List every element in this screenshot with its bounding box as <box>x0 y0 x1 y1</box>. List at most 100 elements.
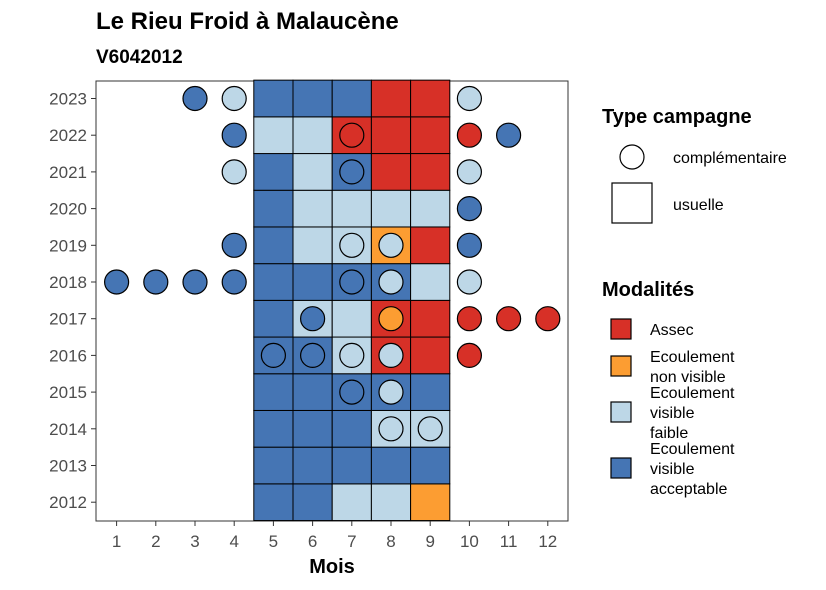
tile-2018-9 <box>410 263 451 301</box>
legend-title-modality: Modalités <box>602 279 694 301</box>
legend-key-assec <box>610 318 632 340</box>
tile-2014-5 <box>253 409 294 448</box>
tile-2013-6 <box>292 446 333 485</box>
x-axis-title: Mois <box>309 556 355 578</box>
tile-2017-7 <box>331 299 372 338</box>
point-2017-6 <box>300 306 326 332</box>
tile-2013-5 <box>253 446 294 485</box>
y-tick-label: 2023 <box>49 90 87 109</box>
point-2019-10 <box>456 232 482 258</box>
legend-label-complementaire: complémentaire <box>673 150 787 167</box>
tile-2023-9 <box>410 79 451 118</box>
tile-2015-5 <box>253 373 294 411</box>
legend-label-nonvisible: Ecoulement non visible <box>650 349 735 386</box>
x-tick-label: 5 <box>269 532 278 551</box>
x-tick-label: 8 <box>386 532 395 551</box>
y-tick-label: 2022 <box>49 126 87 145</box>
tile-2022-9 <box>410 116 451 155</box>
y-tick-label: 2018 <box>49 273 87 292</box>
tile-2021-6 <box>292 153 333 191</box>
point-2023-10 <box>456 85 482 112</box>
tile-2014-7 <box>331 409 372 448</box>
point-2022-11 <box>496 122 522 148</box>
y-tick-label: 2021 <box>49 163 87 182</box>
point-2017-8 <box>378 306 404 332</box>
legend-title-campaign: Type campagne <box>602 106 752 128</box>
tile-2015-9 <box>410 373 451 411</box>
point-2017-11 <box>496 306 522 332</box>
tile-2023-8 <box>370 79 412 118</box>
tile-2023-5 <box>253 79 294 118</box>
legend-label-faible: Ecoulement visible faible <box>650 385 735 442</box>
y-tick-label: 2016 <box>49 346 87 365</box>
legend-label-acceptable: Ecoulement visible acceptable <box>650 441 735 498</box>
tile-2012-8 <box>370 483 412 522</box>
point-2018-1 <box>103 269 130 295</box>
point-2018-3 <box>182 269 208 295</box>
y-tick-label: 2020 <box>49 200 87 219</box>
complementaire-points <box>103 85 561 442</box>
point-2016-7 <box>339 342 365 368</box>
axis-ticks: 1 2 3 4 5 6 7 8 9 10 11 122012201320142015201620172… <box>49 90 557 552</box>
x-tick-label: 4 <box>229 532 238 551</box>
tile-2016-9 <box>410 336 451 375</box>
tile-2013-7 <box>331 446 372 485</box>
tile-2014-6 <box>292 409 333 448</box>
x-tick-label: 6 <box>308 532 317 551</box>
point-2016-10 <box>456 342 482 368</box>
point-2023-3 <box>182 85 208 112</box>
point-2019-4 <box>221 232 247 258</box>
tile-2020-5 <box>253 189 294 228</box>
point-2018-4 <box>221 269 247 295</box>
tile-2019-6 <box>292 226 333 265</box>
tile-2013-8 <box>370 446 412 485</box>
tile-2023-7 <box>331 79 372 118</box>
point-2018-2 <box>143 269 169 295</box>
x-tick-label: 9 <box>425 532 434 551</box>
tile-2012-7 <box>331 483 372 522</box>
tile-2017-5 <box>253 299 294 338</box>
tile-2021-5 <box>253 153 294 191</box>
point-2018-10 <box>456 269 482 295</box>
tile-2019-5 <box>253 226 294 265</box>
tile-2022-6 <box>292 116 333 155</box>
legend-square-icon <box>611 182 653 224</box>
tile-2013-9 <box>410 446 451 485</box>
x-tick-label: 7 <box>347 532 356 551</box>
tile-2020-8 <box>370 189 412 228</box>
tile-2021-9 <box>410 153 451 191</box>
tile-2022-8 <box>370 116 412 155</box>
point-2018-8 <box>378 269 404 295</box>
point-2017-10 <box>456 306 482 332</box>
point-2022-10 <box>456 122 482 148</box>
x-tick-label: 11 <box>500 532 518 551</box>
chart-title: Le Rieu Froid à Malaucène <box>96 8 399 35</box>
legend-key-faible <box>610 401 632 423</box>
point-2018-7 <box>339 269 365 295</box>
point-2017-12 <box>535 306 561 332</box>
y-tick-label: 2012 <box>49 493 87 512</box>
y-tick-label: 2015 <box>49 383 87 402</box>
point-2021-7 <box>339 159 365 185</box>
tile-2017-9 <box>410 299 451 338</box>
point-2015-8 <box>378 379 404 405</box>
tile-2018-5 <box>253 263 294 301</box>
point-2020-10 <box>456 196 482 222</box>
tile-2020-9 <box>410 189 451 228</box>
tile-2022-5 <box>253 116 294 155</box>
point-2023-4 <box>221 85 247 112</box>
tile-2018-6 <box>292 263 333 301</box>
point-2016-5 <box>260 342 286 368</box>
point-2022-7 <box>339 122 365 148</box>
point-2014-8 <box>378 416 404 442</box>
tile-2012-9 <box>410 483 451 522</box>
point-2022-4 <box>221 122 247 148</box>
tile-2021-8 <box>370 153 412 191</box>
legend-key-nonvisible <box>610 355 632 377</box>
tile-2012-5 <box>253 483 294 522</box>
legend-label-assec: Assec <box>650 322 694 339</box>
tile-2015-6 <box>292 373 333 411</box>
legend-key-acceptable <box>610 457 632 479</box>
